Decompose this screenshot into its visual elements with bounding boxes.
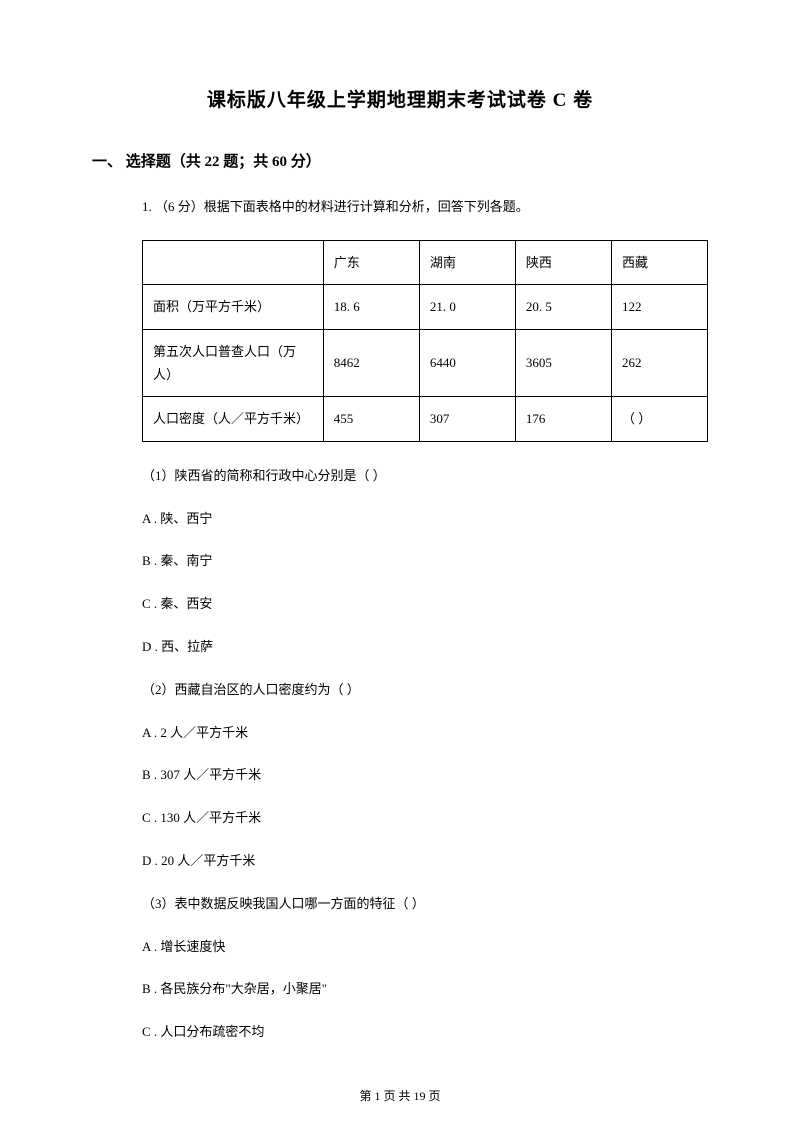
table-cell: 455 bbox=[323, 397, 419, 441]
question-intro: 1. （6 分）根据下面表格中的材料进行计算和分析，回答下列各题。 bbox=[142, 197, 708, 218]
table-cell: 3605 bbox=[515, 329, 611, 397]
table-cell: 21. 0 bbox=[419, 285, 515, 329]
option: B . 各民族分布"大杂居，小聚居" bbox=[142, 979, 708, 1000]
table-row: 第五次人口普查人口（万人） 8462 6440 3605 262 bbox=[143, 329, 708, 397]
option: C . 人口分布疏密不均 bbox=[142, 1022, 708, 1043]
option: A . 增长速度快 bbox=[142, 937, 708, 958]
table-cell: 18. 6 bbox=[323, 285, 419, 329]
table-cell: 6440 bbox=[419, 329, 515, 397]
table-cell: 307 bbox=[419, 397, 515, 441]
table-cell: 122 bbox=[611, 285, 707, 329]
option: D . 西、拉萨 bbox=[142, 637, 708, 658]
option: B . 307 人／平方千米 bbox=[142, 765, 708, 786]
option: A . 2 人／平方千米 bbox=[142, 723, 708, 744]
table-cell bbox=[143, 240, 324, 284]
sub-question: （2）西藏自治区的人口密度约为（ ） bbox=[142, 680, 708, 701]
option: C . 130 人／平方千米 bbox=[142, 808, 708, 829]
option: D . 20 人／平方千米 bbox=[142, 851, 708, 872]
option: B . 秦、南宁 bbox=[142, 551, 708, 572]
table-row: 面积（万平方千米） 18. 6 21. 0 20. 5 122 bbox=[143, 285, 708, 329]
content-area: 1. （6 分）根据下面表格中的材料进行计算和分析，回答下列各题。 广东 湖南 … bbox=[92, 197, 708, 1043]
table-cell: 陕西 bbox=[515, 240, 611, 284]
sub-question: （3）表中数据反映我国人口哪一方面的特征（ ） bbox=[142, 894, 708, 915]
table-row: 广东 湖南 陕西 西藏 bbox=[143, 240, 708, 284]
table-cell: 176 bbox=[515, 397, 611, 441]
page-footer: 第 1 页 共 19 页 bbox=[0, 1087, 800, 1104]
section-header: 一、 选择题（共 22 题；共 60 分） bbox=[92, 150, 708, 171]
table-cell: 广东 bbox=[323, 240, 419, 284]
table-cell: （ ） bbox=[611, 397, 707, 441]
table-cell: 湖南 bbox=[419, 240, 515, 284]
table-cell: 西藏 bbox=[611, 240, 707, 284]
table-cell: 第五次人口普查人口（万人） bbox=[143, 329, 324, 397]
table-cell: 20. 5 bbox=[515, 285, 611, 329]
table-row: 人口密度（人／平方千米） 455 307 176 （ ） bbox=[143, 397, 708, 441]
table-cell: 人口密度（人／平方千米） bbox=[143, 397, 324, 441]
option: A . 陕、西宁 bbox=[142, 509, 708, 530]
sub-question: （1）陕西省的简称和行政中心分别是（ ） bbox=[142, 466, 708, 487]
exam-title: 课标版八年级上学期地理期末考试试卷 C 卷 bbox=[92, 85, 708, 112]
option: C . 秦、西安 bbox=[142, 594, 708, 615]
data-table: 广东 湖南 陕西 西藏 面积（万平方千米） 18. 6 21. 0 20. 5 … bbox=[142, 240, 708, 442]
table-cell: 8462 bbox=[323, 329, 419, 397]
table-cell: 262 bbox=[611, 329, 707, 397]
table-cell: 面积（万平方千米） bbox=[143, 285, 324, 329]
